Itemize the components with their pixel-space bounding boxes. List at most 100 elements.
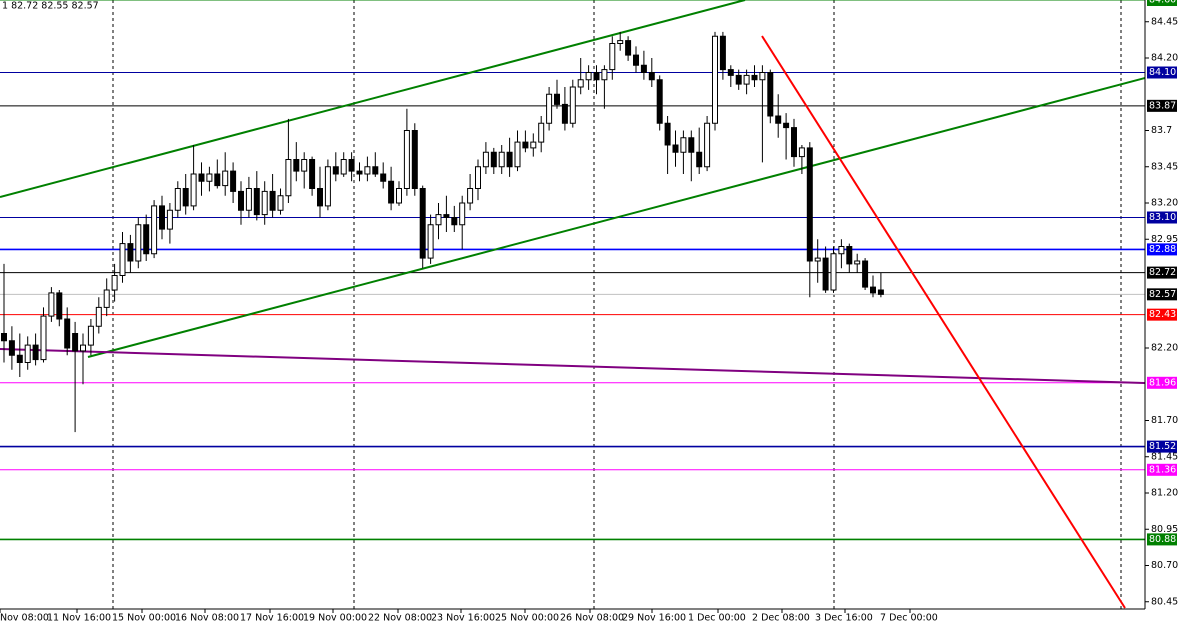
candle-body xyxy=(791,127,797,158)
x-tick-label: 3 Dec 16:00 xyxy=(815,613,873,624)
candle-body xyxy=(427,224,434,259)
candle-body xyxy=(806,147,813,262)
candle-body xyxy=(846,246,853,265)
candle-body xyxy=(56,292,63,320)
candle-body xyxy=(182,188,189,207)
level-tag xyxy=(1147,533,1177,546)
candle-body xyxy=(1,333,7,342)
candle-body xyxy=(40,315,47,361)
level-tag xyxy=(1147,66,1177,79)
candle-body xyxy=(8,340,15,356)
candle-body xyxy=(380,173,387,182)
level-label: 82.57 xyxy=(1149,289,1176,300)
candle-body xyxy=(198,173,205,182)
candle-body xyxy=(735,74,742,85)
candle-body xyxy=(719,35,726,71)
candle-body xyxy=(48,292,55,317)
candle-body xyxy=(95,306,102,327)
candle-body xyxy=(32,344,39,361)
candle-body xyxy=(569,86,576,124)
candle-body xyxy=(838,246,845,255)
level-tag xyxy=(1147,440,1177,453)
candle-body xyxy=(585,72,592,81)
candle-body xyxy=(530,141,537,149)
candle-body xyxy=(743,74,750,85)
candle-body xyxy=(111,275,118,291)
candle-body xyxy=(830,253,837,291)
candle-body xyxy=(561,103,568,124)
x-tick-label: 26 Nov 08:00 xyxy=(560,613,624,624)
x-tick-label: 16 Nov 08:00 xyxy=(175,613,239,624)
candle-body xyxy=(656,79,663,124)
candle-body xyxy=(174,188,181,211)
candle-body xyxy=(451,217,458,226)
level-label: 83.10 xyxy=(1149,212,1176,223)
candle-body xyxy=(522,141,529,149)
y-tick-label: 82.20 xyxy=(1151,343,1178,354)
candle-body xyxy=(143,224,150,255)
candle-body xyxy=(664,122,671,146)
x-tick-label: 22 Nov 08:00 xyxy=(368,613,432,624)
candle-body xyxy=(348,159,355,172)
candle-body xyxy=(822,257,829,291)
level-label: 80.88 xyxy=(1149,534,1176,545)
candle-body xyxy=(443,214,450,219)
candle-body xyxy=(230,170,237,192)
level-tag xyxy=(1147,0,1177,6)
y-tick-label: 84.45 xyxy=(1151,16,1178,27)
candle-body xyxy=(775,115,782,124)
y-tick-label: 82.95 xyxy=(1151,234,1178,245)
candle-body xyxy=(127,243,134,262)
candle-body xyxy=(356,170,363,175)
candle-body xyxy=(538,122,545,143)
levels xyxy=(0,0,1145,541)
candle-body xyxy=(261,190,268,216)
x-tick-label: 19 Nov 00:00 xyxy=(303,613,367,624)
candle-body xyxy=(593,72,600,81)
candle-body xyxy=(403,130,410,189)
candle-body xyxy=(672,144,679,153)
x-tick-label: 23 Nov 16:00 xyxy=(431,613,495,624)
y-tick-label: 83.7 xyxy=(1151,125,1172,136)
level-tag xyxy=(1147,308,1177,321)
level-tag xyxy=(1147,99,1177,112)
y-tick-label: 80.70 xyxy=(1151,560,1178,571)
candle-body xyxy=(419,188,426,259)
y-tick-label: 81.45 xyxy=(1151,451,1178,462)
candle-body xyxy=(340,159,347,175)
candle-body xyxy=(16,354,23,363)
candle-body xyxy=(293,159,300,172)
x-tick-label: 15 Nov 00:00 xyxy=(112,613,176,624)
candle-body xyxy=(751,74,758,81)
level-label: 84.60 xyxy=(1149,0,1176,6)
channel-upper xyxy=(0,0,746,198)
y-tick-label: 80.45 xyxy=(1151,596,1178,607)
trend-lines xyxy=(0,0,1146,609)
candle-body xyxy=(609,43,616,71)
candle-body xyxy=(372,166,379,175)
candle-body xyxy=(435,214,442,226)
candle-body xyxy=(798,147,805,158)
level-label: 82.72 xyxy=(1149,267,1176,278)
candle-body xyxy=(277,195,284,211)
candle-body xyxy=(87,325,94,346)
y-tick-label: 81.20 xyxy=(1151,488,1178,499)
candle-body xyxy=(475,166,481,189)
y-tick-label: 83.45 xyxy=(1151,161,1178,172)
y-tick-label: 80.95 xyxy=(1151,524,1178,535)
candle-body xyxy=(119,243,126,277)
candle-body xyxy=(301,159,308,172)
candle-body xyxy=(546,93,553,124)
x-tick-label: 17 Nov 16:00 xyxy=(240,613,304,624)
candle-body xyxy=(680,137,687,153)
candle-body xyxy=(411,130,418,189)
x-tick-label: 11 Nov 16:00 xyxy=(47,613,111,624)
level-tag xyxy=(1147,463,1177,476)
candle-body xyxy=(506,151,513,168)
candle-body xyxy=(245,188,252,211)
candle-body xyxy=(364,166,371,175)
candle-body xyxy=(238,190,244,211)
